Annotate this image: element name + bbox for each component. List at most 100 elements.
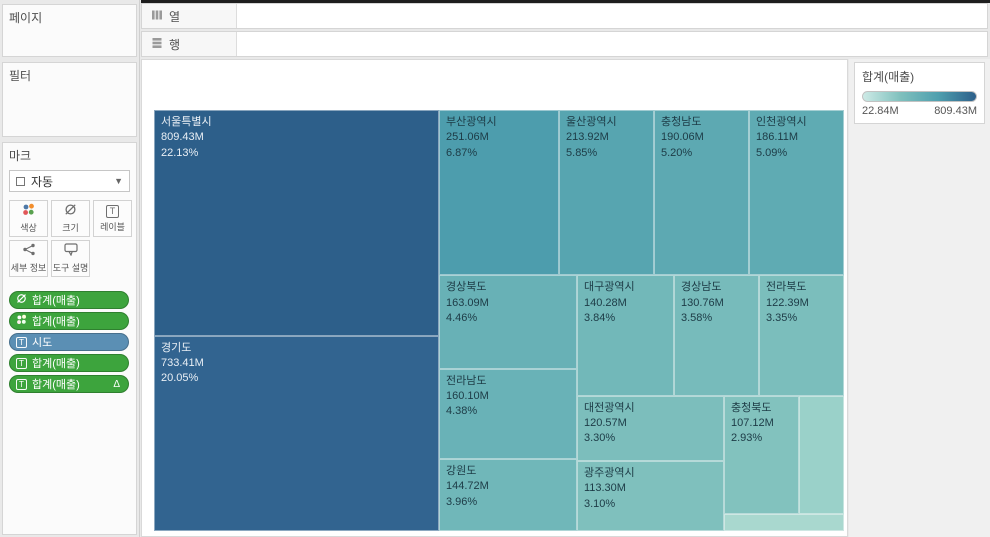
size-icon xyxy=(16,293,27,307)
columns-label: 열 xyxy=(169,9,181,24)
pages-title: 페이지 xyxy=(9,11,43,25)
region-value: 733.41M xyxy=(161,356,204,369)
filters-title: 필터 xyxy=(9,69,32,83)
pill-label-sum-sales[interactable]: T 합계(매출) xyxy=(9,354,129,372)
region-value: 186.11M xyxy=(755,131,798,144)
worksheet-canvas: 서울특별시 809.43M 22.13% 경기도 733.41M 20.05% 부산광역시 2… xyxy=(141,59,848,537)
treemap-region-강원도[interactable]: 강원도 144.72M 3.96% xyxy=(438,458,577,531)
treemap-region-울산광역시[interactable]: 울산광역시 213.92M 5.85% xyxy=(559,110,655,276)
shelves: 열 행 xyxy=(141,3,988,59)
region-name: 대구광역시 xyxy=(583,281,635,294)
region-percent: 3.30% xyxy=(583,432,616,445)
region-percent: 3.84% xyxy=(583,312,616,325)
text-label-icon: T xyxy=(16,336,27,348)
detail-button[interactable]: 세부 정보 xyxy=(9,240,48,277)
chevron-down-icon: ▼ xyxy=(114,176,123,186)
treemap-region-광주광역시[interactable]: 광주광역시 113.30M 3.10% xyxy=(576,460,724,531)
size-button[interactable]: 크기 xyxy=(51,200,90,237)
region-value: 113.30M xyxy=(583,482,626,495)
filters-shelf[interactable]: 필터 xyxy=(2,62,137,137)
region-name: 인천광역시 xyxy=(755,116,807,128)
label-button[interactable]: T 레이블 xyxy=(93,200,132,237)
detail-button-label: 세부 정보 xyxy=(10,263,47,273)
region-value: 213.92M xyxy=(566,131,609,144)
region-value: 163.09M xyxy=(445,296,489,309)
treemap-region-대전광역시[interactable]: 대전광역시 120.57M 3.30% xyxy=(576,395,724,461)
rows-shelf-label: 행 xyxy=(142,32,237,56)
text-label-icon: T xyxy=(16,357,27,369)
size-button-label: 크기 xyxy=(62,223,79,233)
treemap-region-부산광역시[interactable]: 부산광역시 251.06M 6.87% xyxy=(438,110,559,276)
region-name: 전라남도 xyxy=(445,374,487,387)
legend-range: 22.84M 809.43M xyxy=(862,105,977,117)
region-name: 대전광역시 xyxy=(583,401,635,414)
rows-icon xyxy=(151,37,163,52)
region-percent: 4.46% xyxy=(445,312,478,325)
treemap: 서울특별시 809.43M 22.13% 경기도 733.41M 20.05% 부산광역시 2… xyxy=(154,110,844,531)
tooltip-button[interactable]: 도구 설명 xyxy=(51,240,90,277)
treemap-region-대구광역시[interactable]: 대구광역시 140.28M 3.84% xyxy=(576,275,674,396)
region-percent: 3.96% xyxy=(445,495,478,508)
rows-shelf[interactable]: 행 xyxy=(141,31,988,57)
region-name: 부산광역시 xyxy=(445,116,497,128)
region-value: 144.72M xyxy=(445,480,489,493)
color-button[interactable]: 색상 xyxy=(9,200,48,237)
top-strip xyxy=(141,0,990,3)
treemap-region-경기도[interactable]: 경기도 733.41M 20.05% xyxy=(154,335,439,531)
mark-type-label: 자동 xyxy=(31,174,54,189)
treemap-region-인천광역시[interactable]: 인천광역시 186.11M 5.09% xyxy=(748,110,844,276)
pill-color-sum-sales[interactable]: 합계(매출) xyxy=(9,312,129,330)
region-percent: 3.35% xyxy=(765,312,798,325)
legend-max-label: 809.43M xyxy=(934,105,977,117)
region-name: 서울특별시 xyxy=(161,116,212,128)
legend-title: 합계(매출) xyxy=(862,70,915,84)
region-percent: 6.87% xyxy=(445,146,478,159)
region-name: 충청남도 xyxy=(660,116,702,128)
color-legend-card[interactable]: 합계(매출) 22.84M 809.43M xyxy=(854,62,985,124)
region-percent: 4.38% xyxy=(445,405,478,418)
rows-drop-area[interactable] xyxy=(237,32,987,56)
treemap-region-충청북도[interactable]: 충청북도 107.12M 2.93% xyxy=(724,395,799,514)
square-mark-icon xyxy=(16,176,25,186)
columns-icon xyxy=(151,9,163,24)
region-value: 809.43M xyxy=(161,131,204,144)
region-percent: 5.09% xyxy=(755,146,788,159)
treemap-region-서울특별시[interactable]: 서울특별시 809.43M 22.13% xyxy=(154,110,439,336)
marks-pills: 합계(매출) 합계(매출) T 시도 T 합계(매출) T xyxy=(9,291,130,393)
treemap-region-경상북도[interactable]: 경상북도 163.09M 4.46% xyxy=(438,275,577,369)
treemap-region-경상남도[interactable]: 경상남도 130.76M 3.58% xyxy=(673,275,759,396)
region-percent: 22.13% xyxy=(161,146,199,159)
region-value: 251.06M xyxy=(445,131,489,144)
pill-label: 합계(매출) xyxy=(32,316,80,328)
treemap-region-전라북도[interactable]: 전라북도 122.39M 3.35% xyxy=(758,275,844,396)
region-name: 경상남도 xyxy=(680,281,722,294)
columns-shelf[interactable]: 열 xyxy=(141,3,988,29)
pill-label-sum-sales-delta[interactable]: T 합계(매출) Δ xyxy=(9,375,129,393)
region-value: 120.57M xyxy=(583,417,627,430)
pages-shelf[interactable]: 페이지 xyxy=(2,4,137,57)
region-name: 전라북도 xyxy=(765,281,807,294)
pill-label: 합계(매출) xyxy=(32,358,80,370)
pill-label: 시도 xyxy=(32,337,53,349)
mark-type-dropdown[interactable]: 자동 ▼ xyxy=(9,170,130,192)
rows-label: 행 xyxy=(169,37,181,52)
columns-drop-area[interactable] xyxy=(237,4,987,28)
region-value: 160.10M xyxy=(445,390,489,402)
treemap-region-충청남도[interactable]: 충청남도 190.06M 5.20% xyxy=(653,110,749,276)
legend-gradient-bar xyxy=(862,91,977,102)
text-label-icon: T xyxy=(16,378,27,390)
region-percent: 2.93% xyxy=(731,432,763,445)
size-icon xyxy=(64,203,77,219)
pill-size-sum-sales[interactable]: 합계(매출) xyxy=(9,291,129,309)
marks-card: 마크 자동 ▼ 색상 크기 xyxy=(2,142,137,535)
treemap-region[interactable] xyxy=(724,513,844,531)
treemap-region-전라남도[interactable]: 전라남도 160.10M 4.38% xyxy=(438,368,577,459)
pill-label-sido[interactable]: T 시도 xyxy=(9,333,129,351)
tooltip-button-label: 도구 설명 xyxy=(52,263,89,273)
region-value: 122.39M xyxy=(765,296,809,309)
region-value: 130.76M xyxy=(680,296,724,309)
treemap-region[interactable] xyxy=(799,395,844,514)
detail-icon xyxy=(22,243,36,259)
color-dots-icon xyxy=(22,203,35,219)
